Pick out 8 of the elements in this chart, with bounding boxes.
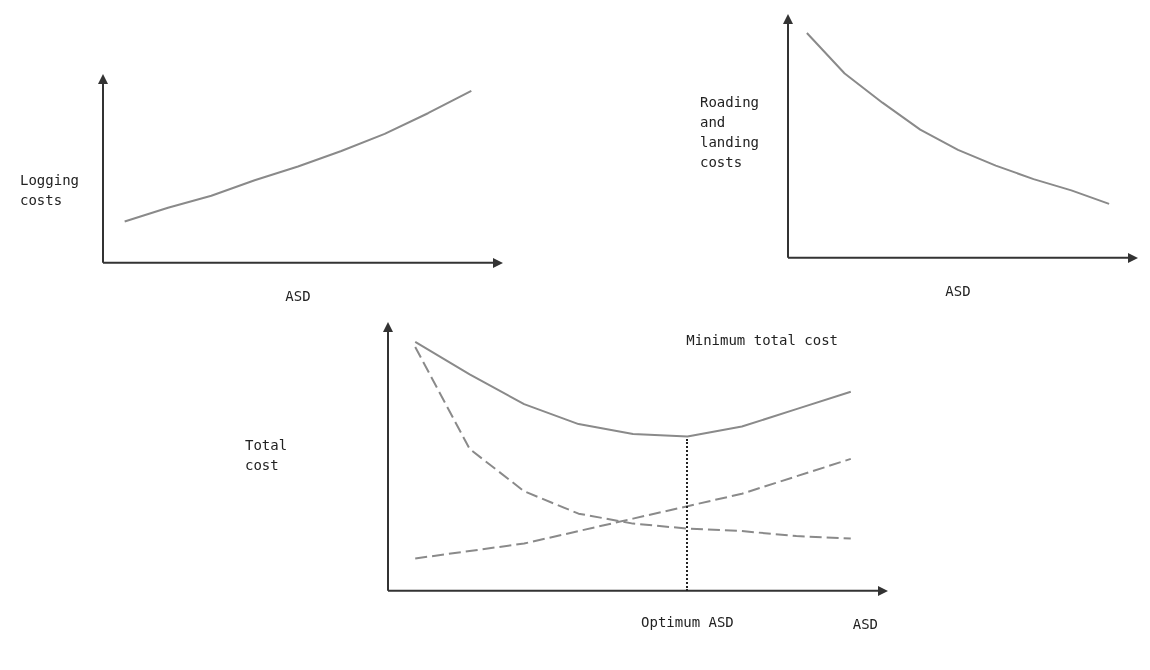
text: Optimum ASD (641, 614, 734, 631)
y-axis-title: Total cost (245, 436, 288, 475)
annotation: Minimum total cost (686, 331, 838, 348)
y-axis-title: Logging costs (20, 171, 80, 210)
x-axis-title: ASD (852, 616, 878, 633)
y-axis-title: Roading and landing costs (700, 93, 760, 172)
x-axis-title: ASD (285, 288, 311, 305)
x-axis-title: ASD (945, 283, 971, 300)
